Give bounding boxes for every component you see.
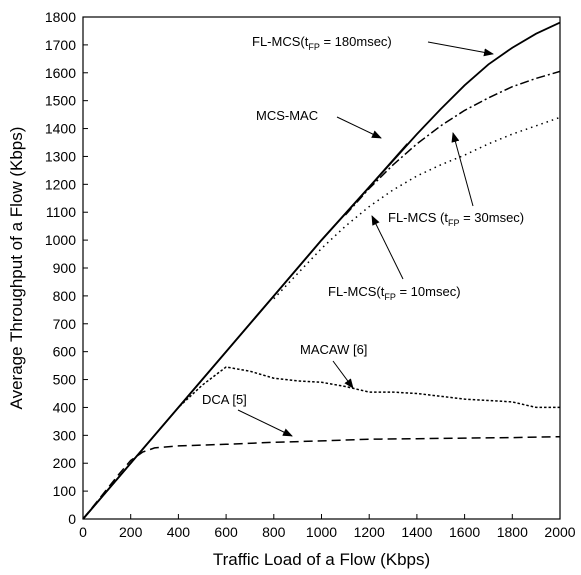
y-tick-label: 400: [53, 399, 77, 415]
y-tick-label: 1500: [45, 93, 76, 109]
y-tick-label: 1000: [45, 232, 76, 248]
annotation-label-macaw: MACAW [6]: [300, 342, 367, 357]
annotations-layer: FL-MCS(tFP = 180msec) MCS-MAC FL-MCS (tFP …: [202, 34, 524, 437]
annotation-arrow-macaw: [332, 360, 354, 389]
y-tick-label: 800: [53, 288, 77, 304]
y-tick-label: 600: [53, 344, 77, 360]
annotation-arrow-fl180: [427, 41, 494, 57]
series-line-fl30: [344, 70, 561, 216]
x-tick-label: 2000: [544, 524, 575, 540]
y-tick-label: 1300: [45, 148, 76, 164]
plot-frame: [82, 16, 561, 520]
y-tick-label: 300: [53, 427, 77, 443]
annotation-arrow-mcsmac: [336, 116, 382, 139]
y-tick-label: 1600: [45, 65, 76, 81]
y-axis-title: Average Throughput of a Flow (Kbps): [7, 127, 26, 410]
y-tick-label: 200: [53, 455, 77, 471]
x-tick-label: 1000: [306, 524, 337, 540]
x-tick-label: 1800: [497, 524, 528, 540]
y-tick-label: 1400: [45, 121, 76, 137]
x-tick-label: 1200: [354, 524, 385, 540]
y-tick-label: 700: [53, 316, 77, 332]
y-tick-label: 1100: [46, 204, 76, 220]
x-axis-title: Traffic Load of a Flow (Kbps): [213, 550, 430, 569]
x-tick-label: 600: [214, 524, 238, 540]
x-tick-label: 800: [262, 524, 286, 540]
ticks-layer: 0 200 400 600 800 1000 1200 1400 1600 1800 2000 0 10…: [45, 9, 576, 540]
y-tick-label: 900: [53, 260, 77, 276]
series-line-fl180: [82, 21, 561, 520]
annotation-arrow-fl10: [371, 215, 404, 280]
series-layer: [82, 21, 561, 520]
x-tick-label: 400: [167, 524, 191, 540]
annotation-label-dca: DCA [5]: [202, 392, 247, 407]
x-tick-label: 1400: [401, 524, 432, 540]
y-tick-label: 1700: [45, 37, 76, 53]
annotation-label-fl180: FL-MCS(tFP = 180msec): [252, 34, 392, 52]
annotation-label-fl10: FL-MCS(tFP = 10msec): [328, 284, 461, 302]
annotation-label-mcsmac: MCS-MAC: [256, 108, 318, 123]
x-tick-label: 200: [119, 524, 143, 540]
annotation-arrow-dca: [237, 409, 293, 437]
x-tick-label: 0: [79, 524, 87, 540]
series-line-dca: [82, 435, 561, 520]
y-tick-label: 1800: [45, 9, 76, 25]
annotation-label-fl30: FL-MCS (tFP = 30msec): [388, 210, 524, 228]
y-tick-label: 100: [53, 483, 77, 499]
series-line-fl10: [273, 116, 561, 300]
series-line-macaw: [82, 366, 560, 520]
y-tick-label: 0: [68, 511, 76, 527]
y-tick-label: 500: [53, 372, 77, 388]
annotation-arrow-fl30: [451, 132, 474, 207]
x-tick-label: 1600: [449, 524, 480, 540]
y-tick-label: 1200: [45, 176, 76, 192]
